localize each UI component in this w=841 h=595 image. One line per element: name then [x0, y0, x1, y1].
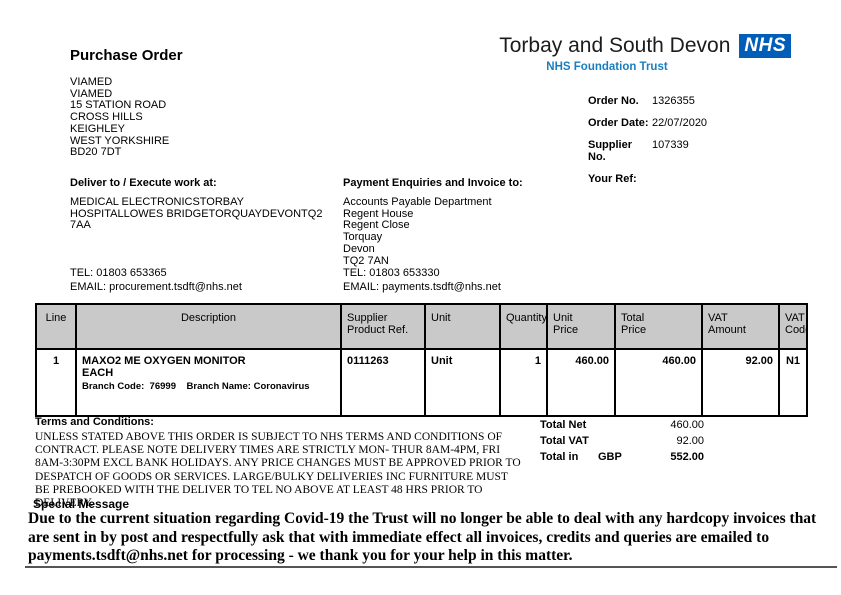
col-header-total-price: Total Price: [614, 303, 703, 350]
supplier-number-row: Supplier No. 107339: [588, 139, 707, 163]
trust-subtitle: NHS Foundation Trust: [546, 61, 668, 73]
total-in-label: Total in: [540, 451, 579, 463]
terms-body: UNLESS STATED ABOVE THIS ORDER IS SUBJEC…: [35, 431, 521, 510]
cell-unit-price: 460.00: [546, 348, 616, 417]
payment-address-line: Devon: [343, 242, 375, 255]
payment-address-line: Regent House: [343, 207, 414, 220]
cell-vat-code: N1: [778, 348, 808, 417]
terms-heading: Terms and Conditions:: [35, 416, 154, 428]
supplier-address-line: WEST YORKSHIRE: [70, 134, 170, 147]
payment-email: EMAIL: payments.tsdft@nhs.net: [343, 280, 501, 293]
payment-heading: Payment Enquiries and Invoice to:: [343, 177, 523, 189]
order-date-label: Order Date:: [588, 117, 649, 129]
order-date-row: Order Date: 22/07/2020: [588, 117, 707, 129]
supplier-address-line: VIAMED: [70, 76, 113, 88]
col-header-vat-code: VAT Code: [778, 303, 808, 350]
total-net-label: Total Net: [540, 419, 587, 431]
supplier-address: VIAMED VIAMED 15 STATION ROAD CROSS HILL…: [70, 76, 170, 159]
table-header-row: Line Description Supplier Product Ref. U…: [35, 303, 808, 350]
payment-section: Payment Enquiries and Invoice to: Accoun…: [343, 177, 633, 294]
deliver-to-address-line: 7AA: [70, 219, 91, 232]
total-vat-value: 92.00: [676, 435, 704, 447]
deliver-to-address-line: MEDICAL ELECTRONICSTORBAY: [70, 196, 244, 208]
special-message-heading: Special Message: [33, 497, 130, 511]
total-in-row: Total in GBP 552.00: [540, 451, 704, 463]
payment-address-line: Accounts Payable Department: [343, 196, 492, 208]
order-number-value: 1326355: [652, 95, 695, 107]
supplier-address-line: VIAMED: [70, 87, 113, 100]
order-number-row: Order No. 1326355: [588, 95, 707, 107]
your-ref-label: Your Ref:: [588, 173, 637, 185]
col-header-line: Line: [35, 303, 77, 350]
cell-supplier-product-ref: 0111263: [340, 348, 426, 417]
total-in-currency: GBP: [598, 451, 622, 463]
payment-tel: TEL: 01803 653330: [343, 267, 440, 279]
col-header-supplier-product-ref: Supplier Product Ref.: [340, 303, 426, 350]
table-row: 1 MAXO2 ME OXYGEN MONITOR EACH Branch Co…: [35, 348, 808, 417]
total-net-row: Total Net 460.00: [540, 419, 704, 431]
items-table: Line Description Supplier Product Ref. U…: [35, 303, 808, 417]
page-title: Purchase Order: [70, 47, 183, 64]
total-in-value: 552.00: [670, 451, 704, 463]
special-message-body: Due to the current situation regarding C…: [28, 510, 817, 564]
supplier-address-line: 15 STATION ROAD: [70, 99, 167, 112]
cell-line: 1: [35, 348, 77, 417]
payment-address-line: TQ2 7AN: [343, 254, 389, 267]
cell-unit: Unit: [424, 348, 501, 417]
col-header-description: Description: [75, 303, 342, 350]
item-description: MAXO2 ME OXYGEN MONITOR: [82, 355, 246, 367]
supplier-address-line: KEIGHLEY: [70, 122, 126, 135]
supplier-address-line: CROSS HILLS: [70, 111, 143, 124]
supplier-number-label: Supplier No.: [588, 139, 633, 163]
your-ref-row: Your Ref:: [588, 173, 707, 185]
payment-address-line: Regent Close: [343, 219, 410, 232]
deliver-to-address: MEDICAL ELECTRONICSTORBAY HOSPITALLOWES …: [70, 196, 342, 267]
deliver-to-email: EMAIL: procurement.tsdft@nhs.net: [70, 280, 242, 293]
payment-address-line: Torquay: [343, 231, 383, 244]
total-vat-label: Total VAT: [540, 435, 589, 447]
col-header-vat-amount: VAT Amount: [701, 303, 780, 350]
cell-total-price: 460.00: [614, 348, 703, 417]
item-uom: EACH: [82, 367, 114, 379]
total-vat-row: Total VAT 92.00: [540, 435, 704, 447]
bottom-divider: [25, 566, 837, 568]
col-header-unit-price: Unit Price: [546, 303, 616, 350]
cell-quantity: 1: [499, 348, 548, 417]
terms-section: Terms and Conditions: UNLESS STATED ABOV…: [35, 416, 523, 510]
cell-vat-amount: 92.00: [701, 348, 780, 417]
total-net-currency: [598, 419, 632, 431]
col-header-quantity: Quantity: [499, 303, 548, 350]
nhs-logo-icon: NHS: [739, 34, 791, 58]
deliver-to-heading: Deliver to / Execute work at:: [70, 177, 217, 189]
order-number-label: Order No.: [588, 95, 639, 107]
deliver-to-tel: TEL: 01803 653365: [70, 267, 167, 279]
col-header-unit: Unit: [424, 303, 501, 350]
order-date-value: 22/07/2020: [652, 117, 708, 129]
supplier-number-value: 107339: [652, 139, 689, 151]
item-branch-info: Branch Code: 76999 Branch Name: Coronavi…: [82, 381, 310, 392]
payment-address: Accounts Payable Department Regent House…: [343, 196, 633, 267]
totals-section: Total Net 460.00 Total VAT 92.00 Total i…: [540, 419, 704, 467]
trust-name: Torbay and South Devon: [499, 34, 731, 57]
supplier-address-line: BD20 7DT: [70, 146, 122, 159]
total-vat-currency: [598, 435, 632, 447]
nhs-trust-logo: Torbay and South Devon NHS NHS Foundatio…: [491, 34, 791, 73]
deliver-to-section: Deliver to / Execute work at: MEDICAL EL…: [70, 177, 342, 294]
total-net-value: 460.00: [670, 419, 704, 431]
order-info: Order No. 1326355 Order Date: 22/07/2020…: [588, 95, 707, 195]
cell-description: MAXO2 ME OXYGEN MONITOR EACH Branch Code…: [75, 348, 342, 417]
deliver-to-address-line: HOSPITALLOWES BRIDGETORQUAYDEVONTQ2: [70, 207, 323, 220]
